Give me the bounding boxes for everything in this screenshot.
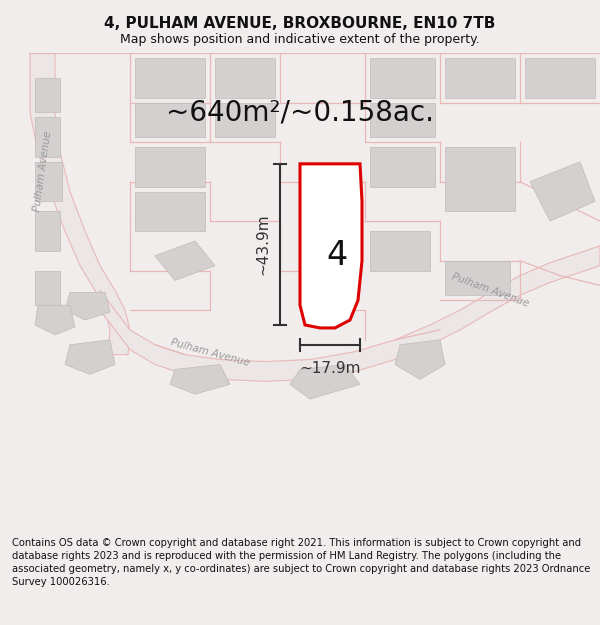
Text: Pulham Avenue: Pulham Avenue: [169, 338, 251, 368]
Polygon shape: [35, 162, 62, 201]
Polygon shape: [135, 102, 205, 137]
Polygon shape: [290, 364, 360, 399]
Polygon shape: [370, 231, 430, 271]
Polygon shape: [35, 211, 60, 251]
Polygon shape: [170, 364, 230, 394]
Polygon shape: [135, 58, 205, 98]
Polygon shape: [135, 147, 205, 187]
Polygon shape: [370, 147, 435, 187]
Polygon shape: [395, 340, 445, 379]
Text: ~43.9m: ~43.9m: [255, 214, 270, 275]
Text: 4, PULHAM AVENUE, BROXBOURNE, EN10 7TB: 4, PULHAM AVENUE, BROXBOURNE, EN10 7TB: [104, 16, 496, 31]
Polygon shape: [370, 102, 435, 137]
Text: Contains OS data © Crown copyright and database right 2021. This information is : Contains OS data © Crown copyright and d…: [12, 538, 590, 587]
Polygon shape: [215, 102, 275, 137]
Text: ~640m²/~0.158ac.: ~640m²/~0.158ac.: [166, 98, 434, 126]
Polygon shape: [35, 305, 75, 335]
Polygon shape: [445, 147, 515, 211]
Polygon shape: [135, 191, 205, 231]
Polygon shape: [445, 261, 510, 295]
Text: Pulham Avenue: Pulham Avenue: [450, 272, 530, 309]
Polygon shape: [525, 58, 595, 98]
Text: 4: 4: [326, 239, 348, 272]
Polygon shape: [100, 246, 600, 381]
Polygon shape: [215, 58, 275, 98]
Polygon shape: [300, 164, 362, 328]
Text: ~17.9m: ~17.9m: [299, 361, 361, 376]
Polygon shape: [35, 118, 60, 157]
Polygon shape: [155, 241, 215, 281]
Polygon shape: [370, 58, 435, 98]
Text: Map shows position and indicative extent of the property.: Map shows position and indicative extent…: [120, 33, 480, 46]
Text: Pulham Avenue: Pulham Avenue: [32, 131, 53, 212]
Polygon shape: [530, 162, 595, 221]
Polygon shape: [65, 340, 115, 374]
Polygon shape: [35, 78, 60, 112]
Polygon shape: [30, 53, 130, 354]
Polygon shape: [65, 292, 110, 320]
Polygon shape: [35, 271, 60, 305]
Polygon shape: [445, 58, 515, 98]
